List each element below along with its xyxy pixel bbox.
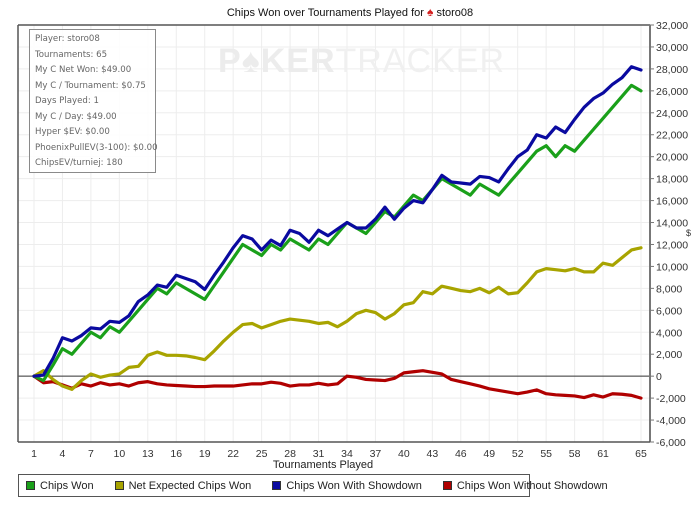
stat-line-per-tournament: My C / Tournament: $0.75 <box>35 80 146 91</box>
y-tick-label: 6,000 <box>656 305 682 317</box>
x-tick-label: 10 <box>114 448 126 460</box>
y-tick-label: 22,000 <box>656 130 688 142</box>
x-tick-label: 52 <box>512 448 524 460</box>
stat-line-phoenix: PhoenixPullEV(3-100): $0.00 <box>35 142 158 153</box>
x-tick-label: 34 <box>341 448 353 460</box>
y-axis-unit: $ <box>686 228 692 238</box>
y-tick-label: 8,000 <box>656 283 682 295</box>
x-tick-label: 46 <box>455 448 467 460</box>
y-tick-label: -4,000 <box>656 415 686 427</box>
x-tick-label: 13 <box>142 448 154 460</box>
legend-item-net-expected[interactable]: Net Expected Chips Won <box>114 479 252 492</box>
stat-line-chipsev: ChipsEV/turniej: 180 <box>35 158 123 168</box>
y-tick-label: -6,000 <box>656 437 686 449</box>
x-tick-label: 22 <box>227 448 239 460</box>
x-tick-label: 40 <box>398 448 410 460</box>
x-tick-label: 25 <box>256 448 268 460</box>
x-tick-label: 37 <box>370 448 382 460</box>
y-tick-label: 4,000 <box>656 327 682 339</box>
y-tick-label: 20,000 <box>656 152 688 164</box>
x-tick-label: 43 <box>427 448 439 460</box>
axes <box>17 24 651 443</box>
stat-line-player: Player: storo08 <box>35 34 100 44</box>
chart-title-player: storo08 <box>436 7 474 19</box>
legend-swatch-net-expected <box>114 481 124 490</box>
x-tick-label: 19 <box>199 448 211 460</box>
stats-box: Player: storo08 Tournaments: 65 My C Net… <box>29 29 158 173</box>
legend-label: Chips Won <box>40 479 94 492</box>
chart-title-text: Chips Won over Tournaments Played for <box>226 7 424 19</box>
pokertracker-watermark: P♠KERTRACKER <box>218 42 505 81</box>
y-tick-label: 2,000 <box>656 349 682 361</box>
y-tick-label: 28,000 <box>656 64 688 76</box>
y-tick-label: -2,000 <box>656 393 686 405</box>
stat-line-tournaments: Tournaments: 65 <box>35 49 108 60</box>
x-tick-label: 55 <box>540 448 552 460</box>
y-tick-label: 12,000 <box>656 239 688 251</box>
series-layer <box>32 65 643 400</box>
x-tick-label: 61 <box>597 448 609 460</box>
watermark-bold: P♠KER <box>218 42 336 80</box>
x-tick-label: 7 <box>88 448 94 460</box>
y-ticks: -6,000 -4,000 -2,000 0 2,000 4,000 6,000 8,000 1… <box>650 20 688 449</box>
y-tick-label: 18,000 <box>656 174 688 186</box>
legend-label: Chips Won Without Showdown <box>456 479 608 492</box>
y-tick-label: 30,000 <box>656 42 688 54</box>
stat-line-net-won: My C Net Won: $49.00 <box>35 65 132 75</box>
legend-label: Chips Won With Showdown <box>286 479 422 492</box>
x-axis-title: Tournaments Played <box>273 459 373 471</box>
y-tick-label: 14,000 <box>656 218 688 230</box>
watermark-thin: TRACKER <box>335 42 505 80</box>
legend: Chips Won Net Expected Chips Won Chips W… <box>18 474 608 497</box>
legend-label: Net Expected Chips Won <box>128 479 252 492</box>
stat-line-per-day: My C / Day: $49.00 <box>35 111 117 122</box>
x-tick-label: 16 <box>170 448 182 460</box>
x-tick-label: 28 <box>284 448 296 460</box>
y-tick-label: 16,000 <box>656 196 688 208</box>
legend-swatch-chips-won <box>26 481 35 490</box>
legend-swatch-without-showdown <box>442 481 452 490</box>
x-tick-label: 1 <box>31 448 37 460</box>
spade-icon: ♠ <box>427 5 434 19</box>
x-ticks: 1 4 7 10 13 16 19 22 25 28 31 34 37 40 43 46 49 52 55 58 61 6… <box>31 448 647 460</box>
x-tick-label: 49 <box>483 448 495 460</box>
y-tick-label: 0 <box>656 371 662 383</box>
legend-item-with-showdown[interactable]: Chips Won With Showdown <box>272 480 422 492</box>
y-tick-label: 24,000 <box>656 108 688 120</box>
legend-swatch-with-showdown <box>272 481 282 490</box>
chart-title: Chips Won over Tournaments Played for ♠ … <box>0 5 700 19</box>
x-tick-label: 31 <box>313 448 325 460</box>
stat-line-hyper-sev: Hyper $EV: $0.00 <box>35 127 110 137</box>
x-tick-label: 4 <box>60 448 66 460</box>
y-tick-label: 32,000 <box>656 20 688 32</box>
stat-line-days-played: Days Played: 1 <box>35 96 99 106</box>
y-tick-label: 10,000 <box>656 261 688 273</box>
y-tick-label: 26,000 <box>656 86 688 98</box>
legend-item-chips-won[interactable]: Chips Won <box>26 480 94 492</box>
legend-item-without-showdown[interactable]: Chips Won Without Showdown <box>442 479 608 492</box>
x-tick-label: 58 <box>569 448 581 460</box>
x-tick-label: 65 <box>635 448 647 460</box>
